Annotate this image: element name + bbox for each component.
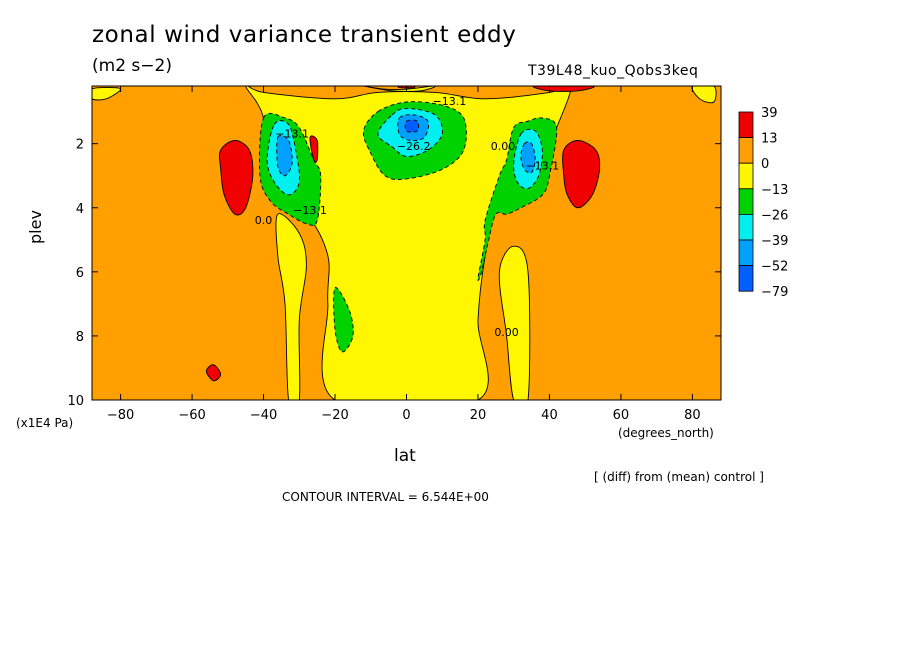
x-tick-label-0: −80 bbox=[107, 408, 134, 423]
colorbar-swatch-6 bbox=[738, 265, 754, 292]
contour-region-cm13-9 bbox=[333, 287, 354, 353]
x-tick-label-1: −60 bbox=[178, 408, 205, 423]
contour-region-c39-18 bbox=[562, 140, 601, 209]
colorbar-label-2: 0 bbox=[761, 157, 769, 172]
contour-region-c39-21 bbox=[532, 86, 595, 92]
x-axis-label: lat bbox=[394, 446, 416, 466]
colorbar-label-6: −52 bbox=[761, 260, 788, 275]
contour-region-cm39-15 bbox=[520, 141, 536, 174]
x-tick-label-7: 60 bbox=[613, 408, 630, 423]
diff-note: [ (diff) from (mean) control ] bbox=[594, 470, 764, 484]
y-tick-label-2: 6 bbox=[76, 266, 84, 281]
x-tick-label-2: −40 bbox=[250, 408, 277, 423]
run-label: T39L48_kuo_Qobs3keq bbox=[528, 63, 699, 79]
contour-label-3: −13.1 bbox=[293, 204, 327, 217]
colorbar-label-1: 13 bbox=[761, 132, 778, 147]
contour-region-c39-20 bbox=[205, 364, 222, 382]
colorbar-swatch-4 bbox=[738, 213, 754, 241]
colorbar-swatch-3 bbox=[738, 188, 754, 215]
x-tick-label-4: 0 bbox=[402, 408, 410, 423]
contour-region-c39-17 bbox=[219, 140, 254, 216]
x-tick-label-8: 80 bbox=[684, 408, 701, 423]
contour-region-c0-1 bbox=[363, 86, 436, 92]
contour-region-c0-3 bbox=[92, 87, 122, 101]
y-axis-units: (x1E4 Pa) bbox=[16, 416, 74, 430]
colorbar-swatch-2 bbox=[738, 162, 754, 190]
y-tick-label-3: 8 bbox=[76, 330, 84, 345]
y-tick-label-4: 10 bbox=[67, 394, 84, 409]
y-tick-label-0: 2 bbox=[76, 138, 84, 153]
contour-label-4: 0.0 bbox=[255, 214, 273, 227]
colorbar-label-3: −13 bbox=[761, 183, 788, 198]
colorbar-swatch-5 bbox=[738, 239, 754, 267]
contour-label-1: −26.2 bbox=[397, 140, 431, 153]
chart-title: zonal wind variance transient eddy bbox=[92, 22, 517, 48]
x-tick-label-3: −20 bbox=[321, 408, 348, 423]
y-tick-label-1: 4 bbox=[76, 202, 84, 217]
colorbar-label-0: 39 bbox=[761, 106, 778, 121]
colorbar-swatch-0 bbox=[738, 111, 754, 139]
x-tick-label-6: 40 bbox=[541, 408, 558, 423]
contour-label-5: −13.1 bbox=[525, 159, 559, 172]
contour-label-0: −13.1 bbox=[433, 95, 467, 108]
x-tick-label-5: 20 bbox=[470, 408, 487, 423]
colorbar-label-7: −79 bbox=[761, 285, 788, 300]
contour-label-6: 0.00 bbox=[494, 326, 519, 339]
x-axis-units: (degrees_north) bbox=[618, 426, 714, 440]
contour-region-cm52-16 bbox=[404, 119, 419, 133]
contour-region-c39-19 bbox=[309, 135, 319, 163]
colorbar-swatch-1 bbox=[738, 137, 754, 164]
colorbar-label-5: −39 bbox=[761, 234, 788, 249]
chart-units: (m2 s−2) bbox=[92, 56, 172, 76]
contour-region-c0-4 bbox=[275, 213, 307, 400]
colorbar-label-4: −26 bbox=[761, 208, 788, 223]
contour-region-cm39-14 bbox=[276, 134, 293, 177]
contour-label-2: 0.00 bbox=[491, 140, 516, 153]
contour-label-7: −13.1 bbox=[275, 127, 309, 140]
contour-region-c0-2 bbox=[691, 86, 717, 104]
contour-interval: CONTOUR INTERVAL = 6.544E+00 bbox=[282, 490, 489, 504]
